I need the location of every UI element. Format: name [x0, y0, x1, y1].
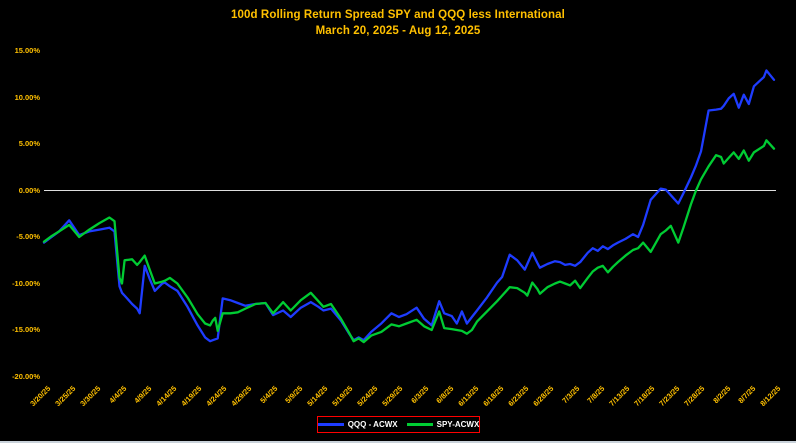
y-axis-label: 10.00% — [14, 92, 40, 102]
qqq-acwx-line — [42, 69, 776, 343]
y-axis-label: 5.00% — [18, 139, 40, 148]
spy-line-swatch — [406, 423, 433, 426]
legend: QQQ - ACWX SPY-ACWX — [317, 416, 480, 433]
chart-subtitle: March 20, 2025 - Aug 12, 2025 — [315, 25, 481, 37]
y-axis-label: 15.00% — [14, 46, 40, 55]
qqq-legend-label: QQQ - ACWX — [347, 420, 398, 429]
y-axis-label: -15.00% — [12, 325, 40, 334]
spy-legend-label: SPY-ACWX — [436, 420, 480, 429]
y-axis-label: -10.00% — [12, 278, 40, 288]
legend-item-qqq: QQQ - ACWX — [317, 420, 398, 429]
window-bottom-edge — [0, 441, 796, 443]
y-axis-label: -5.00% — [16, 232, 40, 241]
y-axis-label: 0.00% — [18, 185, 40, 195]
legend-item-spy: SPY-ACWX — [406, 420, 480, 429]
spy-acwx-line — [42, 139, 776, 344]
qqq-line-swatch — [317, 423, 344, 426]
y-axis-label: -20.00% — [12, 371, 40, 381]
chart-title: 100d Rolling Return Spread SPY and QQQ l… — [231, 9, 565, 21]
